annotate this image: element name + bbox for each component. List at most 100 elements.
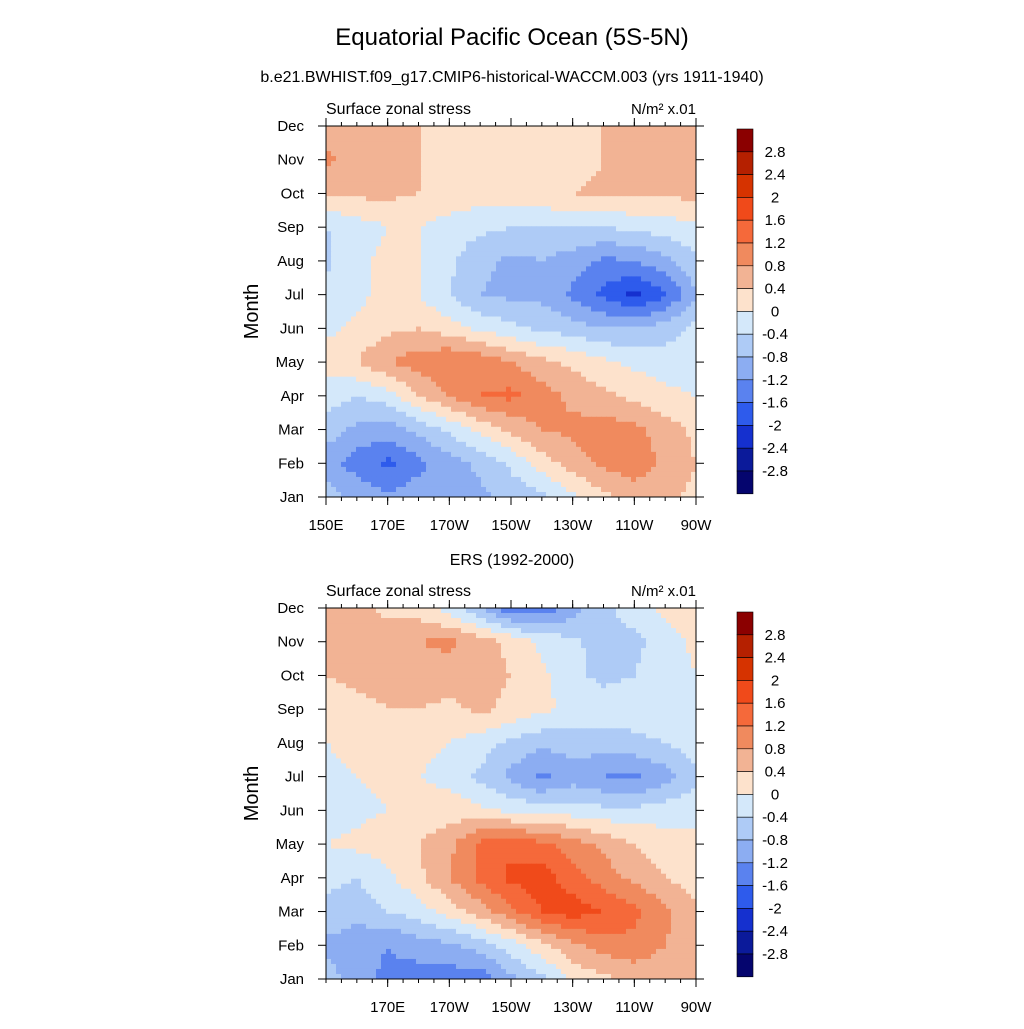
heatmap-cell xyxy=(471,436,477,443)
heatmap-cell xyxy=(501,151,507,157)
heatmap-cell xyxy=(691,281,696,288)
heatmap-cell xyxy=(416,291,422,298)
heatmap-cell xyxy=(576,381,582,388)
heatmap-cell xyxy=(466,386,472,393)
heatmap-cell xyxy=(471,346,477,353)
heatmap-cell xyxy=(461,301,467,308)
heatmap-cell xyxy=(631,136,637,142)
heatmap-cell xyxy=(676,141,682,147)
heatmap-cell xyxy=(566,456,572,463)
heatmap-cell xyxy=(656,361,662,368)
heatmap-cell xyxy=(361,236,367,242)
heatmap-cell xyxy=(651,391,657,398)
heatmap-cell xyxy=(651,446,657,453)
heatmap-cell xyxy=(446,221,452,227)
heatmap-cell xyxy=(361,386,367,393)
heatmap-cell xyxy=(641,241,647,247)
heatmap-cell xyxy=(506,331,512,338)
heatmap-cell xyxy=(546,446,552,453)
heatmap-cell xyxy=(406,276,412,283)
heatmap-cell xyxy=(331,276,337,283)
heatmap-cell xyxy=(356,241,362,247)
heatmap-cell xyxy=(531,226,537,232)
heatmap-cell xyxy=(361,371,367,378)
heatmap-cell xyxy=(451,136,457,142)
heatmap-cell xyxy=(566,311,572,318)
heatmap-cell xyxy=(606,391,612,398)
heatmap-cell xyxy=(591,266,597,272)
heatmap-cell xyxy=(606,376,612,383)
heatmap-cell xyxy=(676,136,682,142)
heatmap-cell xyxy=(591,416,597,423)
heatmap-cell xyxy=(366,371,372,378)
heatmap-cell xyxy=(541,346,547,353)
heatmap-cell xyxy=(606,311,612,318)
heatmap-cell xyxy=(506,321,512,328)
heatmap-cell xyxy=(406,436,412,443)
heatmap-cell xyxy=(496,291,502,298)
heatmap-cell xyxy=(671,136,677,142)
heatmap-cell xyxy=(411,211,417,217)
heatmap-cell xyxy=(601,236,607,242)
heatmap-cell xyxy=(361,411,367,418)
heatmap-cell xyxy=(446,211,452,217)
heatmap-cell xyxy=(621,276,627,283)
heatmap-cell xyxy=(411,191,417,197)
heatmap-cell xyxy=(591,306,597,313)
heatmap-cell xyxy=(491,176,497,182)
heatmap-cell xyxy=(391,451,397,458)
heatmap-cell xyxy=(361,241,367,247)
heatmap-cell xyxy=(656,221,662,227)
heatmap-cell xyxy=(401,321,407,328)
heatmap-cell xyxy=(691,156,696,162)
heatmap-cell xyxy=(516,241,522,247)
heatmap-cell xyxy=(566,171,572,177)
heatmap-cell xyxy=(441,176,447,182)
heatmap-cell xyxy=(591,366,597,373)
heatmap-cell xyxy=(571,276,577,283)
heatmap-cell xyxy=(531,361,537,368)
heatmap-cell xyxy=(686,411,692,418)
heatmap-cell xyxy=(591,256,597,262)
heatmap-cell xyxy=(666,446,672,453)
heatmap-cell xyxy=(546,331,552,338)
heatmap-cell xyxy=(386,301,392,308)
heatmap-cell xyxy=(546,311,552,318)
heatmap-cell xyxy=(356,306,362,313)
heatmap-cell xyxy=(671,411,677,418)
heatmap-cell xyxy=(436,251,442,257)
heatmap-cell xyxy=(416,256,422,262)
heatmap-cell xyxy=(546,426,552,433)
heatmap-cell xyxy=(506,226,512,232)
heatmap-cell xyxy=(641,246,647,252)
heatmap-cell xyxy=(606,371,612,378)
heatmap-cell xyxy=(371,421,377,428)
heatmap-cell xyxy=(421,366,427,373)
heatmap-cell xyxy=(356,416,362,423)
heatmap-cell xyxy=(466,286,472,293)
heatmap-cell xyxy=(381,276,387,283)
heatmap-cell xyxy=(466,351,472,358)
heatmap-cell xyxy=(591,421,597,428)
heatmap-cell xyxy=(386,241,392,247)
heatmap-cell xyxy=(446,426,452,433)
heatmap-cell xyxy=(671,306,677,313)
heatmap-cell xyxy=(461,321,467,328)
heatmap-cell xyxy=(596,226,602,232)
heatmap-cell xyxy=(371,211,377,217)
heatmap-cell xyxy=(381,446,387,453)
heatmap-cell xyxy=(606,201,612,207)
heatmap-cell xyxy=(661,161,667,167)
heatmap-cell xyxy=(386,211,392,217)
heatmap-cell xyxy=(606,181,612,187)
heatmap-cell xyxy=(341,161,347,167)
heatmap-cell xyxy=(671,396,677,403)
heatmap-cell xyxy=(671,406,677,413)
heatmap-cell xyxy=(351,286,357,293)
heatmap-cell xyxy=(371,256,377,262)
heatmap-cell xyxy=(496,161,502,167)
heatmap-cell xyxy=(416,151,422,157)
heatmap-cell xyxy=(441,316,447,323)
heatmap-cell xyxy=(641,371,647,378)
heatmap-cell xyxy=(531,401,537,408)
